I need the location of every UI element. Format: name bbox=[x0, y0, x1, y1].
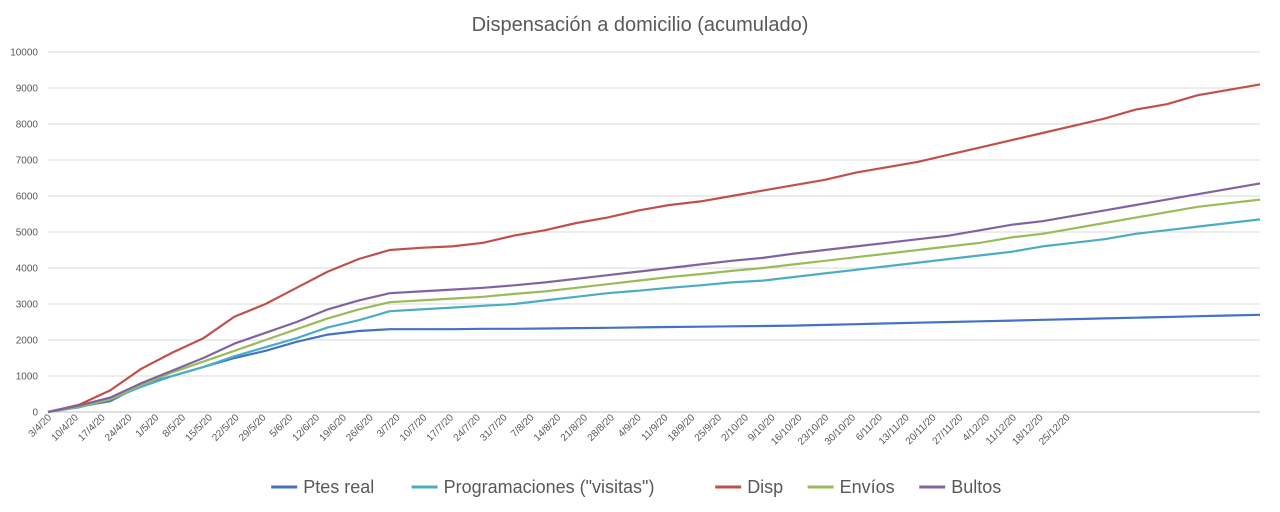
y-tick-label: 8000 bbox=[16, 120, 39, 131]
legend: Ptes real Programaciones ("visitas") Disp E… bbox=[271, 477, 1001, 497]
y-tick-label: 7000 bbox=[16, 156, 39, 167]
x-tick-label: 24/4/20 bbox=[103, 412, 135, 444]
y-tick-label: 4000 bbox=[16, 264, 39, 275]
y-axis-ticks: 0 1000 2000 3000 4000 5000 6000 7000 8000 9000 100… bbox=[10, 48, 38, 419]
legend-label-0: Ptes real bbox=[303, 477, 374, 497]
y-tick-label: 2000 bbox=[16, 336, 39, 347]
x-tick-label: 24/7/20 bbox=[452, 412, 484, 444]
x-tick-label: 12/6/20 bbox=[291, 412, 323, 444]
y-tick-label: 1000 bbox=[16, 372, 39, 383]
x-tick-label: 22/5/20 bbox=[210, 412, 242, 444]
x-tick-label: 31/7/20 bbox=[478, 412, 510, 444]
x-tick-label: 26/6/20 bbox=[344, 412, 376, 444]
x-tick-label: 19/6/20 bbox=[318, 412, 350, 444]
x-tick-label: 10/7/20 bbox=[398, 412, 430, 444]
y-tick-label: 0 bbox=[32, 408, 38, 419]
y-tick-label: 3000 bbox=[16, 300, 39, 311]
x-tick-label: 17/7/20 bbox=[425, 412, 457, 444]
x-tick-label: 10/4/20 bbox=[50, 412, 82, 444]
y-tick-label: 10000 bbox=[10, 48, 38, 59]
x-tick-label: 25/9/20 bbox=[693, 412, 725, 444]
x-tick-label: 11/9/20 bbox=[640, 412, 671, 443]
y-tick-label: 5000 bbox=[16, 228, 39, 239]
y-tick-label: 6000 bbox=[16, 192, 39, 203]
series-line-2 bbox=[47, 83, 1261, 414]
series-lines bbox=[47, 83, 1261, 414]
x-tick-label: 28/8/20 bbox=[586, 412, 618, 444]
series-line-1 bbox=[47, 218, 1261, 414]
x-tick-label: 17/4/20 bbox=[76, 412, 108, 444]
x-tick-label: 14/8/20 bbox=[532, 412, 564, 444]
series-line-4 bbox=[47, 182, 1261, 414]
legend-label-4: Bultos bbox=[951, 477, 1001, 497]
chart-title: Dispensación a domicilio (acumulado) bbox=[472, 14, 809, 36]
y-tick-label: 9000 bbox=[16, 84, 39, 95]
legend-label-1: Programaciones ("visitas") bbox=[444, 477, 655, 497]
x-tick-label: 2/10/20 bbox=[720, 412, 752, 444]
x-tick-label: 27/11/20 bbox=[931, 412, 966, 447]
series-line-0 bbox=[47, 313, 1261, 414]
grid-lines bbox=[48, 51, 1260, 413]
x-tick-label: 29/5/20 bbox=[237, 412, 269, 444]
x-tick-label: 18/9/20 bbox=[666, 412, 698, 444]
x-tick-label: 15/5/20 bbox=[184, 412, 216, 444]
legend-label-2: Disp bbox=[747, 477, 783, 497]
legend-label-3: Envíos bbox=[840, 477, 895, 497]
series-line-3 bbox=[47, 198, 1261, 414]
x-tick-label: 1/5/20 bbox=[134, 412, 162, 440]
x-tick-label: 21/8/20 bbox=[559, 412, 591, 444]
